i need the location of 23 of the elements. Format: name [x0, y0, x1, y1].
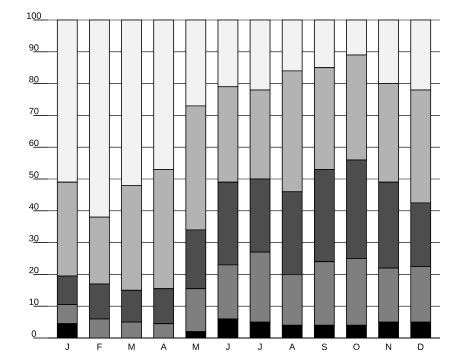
y-tick-label: 0	[32, 330, 36, 337]
x-tick-label: A	[289, 344, 296, 350]
x-tick-label: D	[418, 344, 424, 350]
x-tick-label: N	[386, 344, 392, 350]
x-tick-label: J	[258, 344, 262, 350]
y-tick-label: 20	[29, 266, 39, 274]
y-tick-label: 80	[29, 76, 39, 82]
x-tick-label: A	[160, 344, 167, 350]
y-tick-label: 90	[29, 44, 39, 51]
y-tick-label: 50	[29, 171, 39, 178]
y-tick-label: 100	[27, 12, 42, 19]
x-tick-label: M	[192, 344, 199, 350]
x-tick-label: M	[128, 344, 135, 350]
y-tick-label: 70	[29, 108, 39, 114]
x-tick-label: J	[65, 344, 69, 350]
x-tick-label: O	[353, 344, 360, 350]
y-tick-label: 40	[29, 203, 39, 210]
y-tick-label: 10	[30, 298, 39, 306]
y-tick-label: 30	[29, 235, 39, 242]
y-tick-label: 60	[29, 140, 39, 146]
x-tick-label: S	[322, 344, 327, 350]
x-tick-label: F	[97, 344, 102, 350]
x-tick-label: J	[226, 344, 230, 350]
